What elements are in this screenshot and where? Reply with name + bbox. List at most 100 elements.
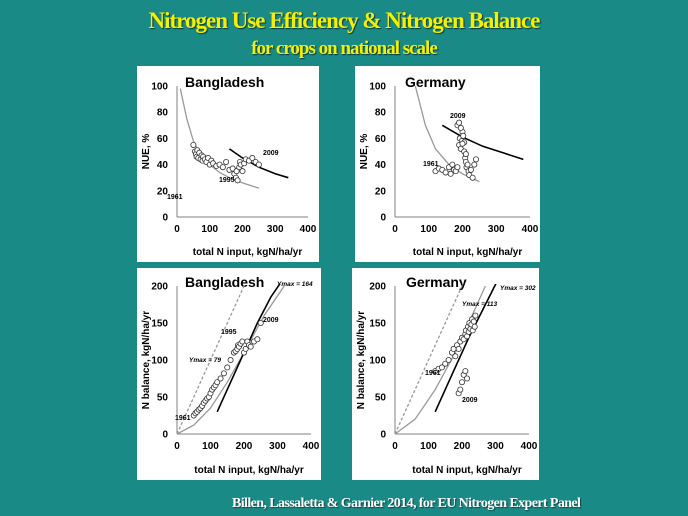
data-point <box>445 357 452 364</box>
y-tick-label: 0 <box>380 430 386 441</box>
x-tick-label: 400 <box>521 441 538 452</box>
data-point <box>254 336 261 343</box>
y-tick-label: 0 <box>380 213 386 224</box>
data-point <box>456 119 463 126</box>
model-curve-black <box>441 124 524 161</box>
y-axis-label: NUE, % <box>359 134 370 170</box>
data-point <box>247 343 254 350</box>
data-point <box>239 168 246 175</box>
y-tick-label: 150 <box>151 319 168 330</box>
data-point <box>472 312 479 319</box>
data-point <box>473 156 480 163</box>
annotation-label: Ymax = 164 <box>277 281 313 288</box>
x-tick-label: 0 <box>174 224 180 235</box>
x-tick-label: 300 <box>487 441 504 452</box>
data-point <box>459 140 466 147</box>
data-point <box>239 338 246 345</box>
y-tick-label: 50 <box>375 393 387 404</box>
data-point <box>257 320 264 327</box>
y-tick-label: 80 <box>375 108 387 119</box>
data-point <box>255 161 262 168</box>
y-tick-label: 60 <box>157 134 169 145</box>
chart-svg: 0 100 200 300 400 0 20 40 60 80 100 total N input, … <box>141 74 317 258</box>
data-point <box>447 170 454 177</box>
annotation-label: 2009 <box>462 397 478 404</box>
x-axis-label: total N input, kgN/ha/yr <box>412 465 522 476</box>
model-curve-grey <box>395 284 464 434</box>
y-tick-label: 20 <box>375 186 387 197</box>
data-point <box>214 379 221 386</box>
model-curve-grey <box>177 285 245 434</box>
data-point <box>242 345 249 352</box>
x-tick-label: 200 <box>454 441 471 452</box>
data-point <box>464 161 471 168</box>
chart-title: Germany <box>405 74 466 90</box>
x-tick-label: 300 <box>269 441 286 452</box>
y-tick-label: 40 <box>157 160 169 171</box>
data-point <box>462 368 469 375</box>
x-tick-label: 100 <box>201 224 218 235</box>
data-point <box>470 318 477 325</box>
x-tick-label: 300 <box>488 224 505 235</box>
y-tick-label: 200 <box>151 282 168 293</box>
data-point <box>190 141 197 148</box>
y-tick-label: 100 <box>369 356 386 367</box>
model-curve-grey <box>177 285 285 434</box>
data-point <box>454 164 461 171</box>
annotation-label: 1961 <box>175 415 191 422</box>
x-axis-label: total N input, kgN/ha/yr <box>194 465 304 476</box>
y-tick-label: 40 <box>375 160 387 171</box>
y-tick-label: 0 <box>162 213 168 224</box>
y-tick-label: 100 <box>151 82 168 93</box>
x-axis-label: total N input, kgN/ha/yr <box>413 247 523 258</box>
x-tick-label: 0 <box>392 441 398 452</box>
data-point <box>467 166 474 173</box>
x-tick-label: 400 <box>522 224 539 235</box>
data-point <box>249 155 256 162</box>
curves-group <box>395 284 497 434</box>
x-tick-label: 0 <box>174 441 180 452</box>
chart-title: Bangladesh <box>185 274 264 290</box>
model-curve-grey <box>179 88 260 189</box>
data-point <box>442 169 449 176</box>
y-tick-label: 150 <box>369 319 386 330</box>
y-tick-label: 50 <box>157 393 169 404</box>
annotation-label: 1995 <box>221 329 237 336</box>
annotation-label: 1961 <box>423 161 439 168</box>
x-tick-label: 100 <box>420 224 437 235</box>
y-axis-label: NUE, % <box>141 134 152 170</box>
data-point <box>462 151 469 158</box>
y-axis-label: N balance, kgN/ha/yr <box>356 311 367 409</box>
annotation-label: 2009 <box>263 150 279 157</box>
data-point <box>457 124 464 131</box>
data-point <box>471 161 478 168</box>
annotation-label: Ymax = 113 <box>462 301 498 308</box>
chart-panel-nbalance-germany: 0 100 200 300 400 0 50 100 150 200 total N input, … <box>352 268 539 480</box>
x-tick-label: 200 <box>454 224 471 235</box>
data-point <box>219 164 226 171</box>
annotation-label: 2009 <box>263 317 279 324</box>
chart-svg: 0 100 200 300 400 0 20 40 60 80 100 total N input, … <box>359 74 539 258</box>
x-tick-label: 200 <box>234 224 251 235</box>
data-point <box>452 353 459 360</box>
annotation-label: Ymax = 302 <box>500 285 536 292</box>
x-tick-label: 100 <box>202 441 219 452</box>
annotation-label: 2009 <box>450 113 466 120</box>
x-tick-label: 0 <box>392 224 398 235</box>
y-tick-label: 100 <box>151 356 168 367</box>
data-point <box>234 177 241 184</box>
annotation-label: 1995 <box>219 177 235 184</box>
source-credit: Billen, Lassaletta & Garnier 2014, for E… <box>232 496 581 511</box>
x-tick-label: 100 <box>420 441 437 452</box>
x-axis-label: total N input, kgN/ha/yr <box>193 247 303 258</box>
x-tick-label: 400 <box>300 224 317 235</box>
y-tick-label: 100 <box>369 82 386 93</box>
x-tick-label: 300 <box>267 224 284 235</box>
annotation-label: 1961 <box>425 370 441 377</box>
data-point <box>217 375 224 382</box>
x-tick-label: 400 <box>303 441 320 452</box>
data-point <box>460 132 467 139</box>
annotation-label: Ymax = 79 <box>189 357 221 364</box>
x-tick-label: 200 <box>236 441 253 452</box>
data-point <box>438 364 445 371</box>
